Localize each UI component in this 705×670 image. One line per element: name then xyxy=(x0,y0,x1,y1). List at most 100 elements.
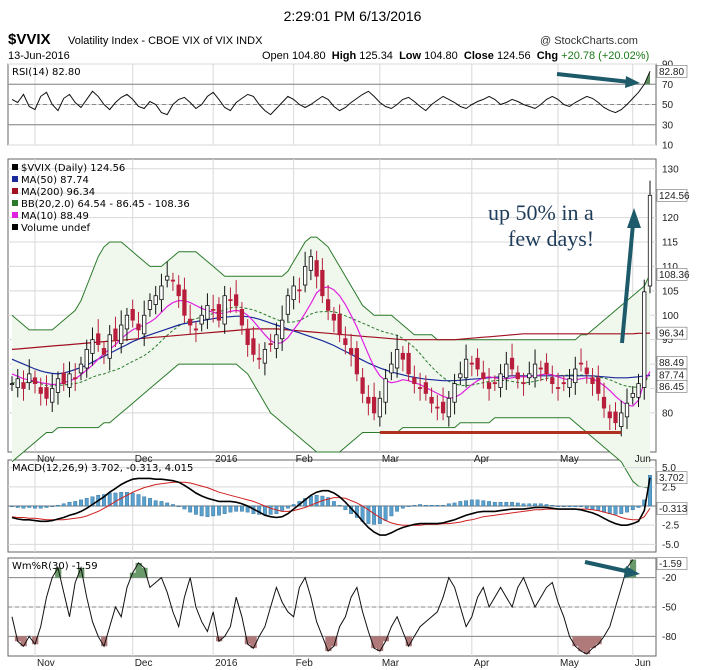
macd-histogram-bar xyxy=(222,505,227,514)
price-legend-swatch xyxy=(12,176,18,182)
candle-body xyxy=(538,367,543,370)
price-candle xyxy=(326,284,331,321)
ticker-symbol: $VVIX xyxy=(8,31,51,48)
price-candle xyxy=(73,363,78,391)
price-tag-box xyxy=(656,189,688,202)
macd-histogram-bar xyxy=(56,505,60,507)
macd-tick-label: -2.5 xyxy=(662,521,680,532)
candle-body xyxy=(61,372,66,385)
stockcharts-credit[interactable]: @ StockCharts.com xyxy=(540,35,638,47)
candle-body xyxy=(228,299,233,302)
candle-body xyxy=(291,285,296,301)
macd-histogram-bar xyxy=(412,505,417,507)
macd-histogram-bar xyxy=(165,502,170,507)
wmr-oversold-fill xyxy=(250,636,257,649)
price-candle xyxy=(55,371,61,405)
price-candle xyxy=(481,360,486,389)
candle-body xyxy=(475,357,480,370)
macd-histogram-bar xyxy=(268,505,273,515)
candle-body xyxy=(360,377,365,394)
macd-histogram-bar xyxy=(205,505,210,517)
price-candle xyxy=(124,307,130,342)
wmr-oversold-fill xyxy=(405,636,412,647)
price-candle xyxy=(492,375,497,391)
candle-body xyxy=(193,328,199,331)
price-candle xyxy=(239,302,245,335)
price-legend-item: MA(50) 87.74 xyxy=(21,175,89,186)
price-tag: 124.56 xyxy=(656,189,690,202)
wmr-oversold-fill xyxy=(20,636,27,647)
candle-body xyxy=(481,372,486,380)
price-candle xyxy=(130,299,135,328)
candle-body xyxy=(366,396,371,404)
price-candle xyxy=(544,353,549,382)
candle-body xyxy=(486,382,492,389)
price-legend-swatch xyxy=(12,164,18,170)
price-candle xyxy=(205,293,210,329)
price-legend-swatch xyxy=(12,200,18,206)
price-candle xyxy=(199,305,204,332)
candle-body xyxy=(509,357,515,370)
candle-body xyxy=(268,343,273,345)
price-candle xyxy=(257,343,262,369)
price-legend-item: Volume undef xyxy=(21,223,91,234)
macd-histogram-bar xyxy=(446,503,451,507)
macd-histogram-bar xyxy=(257,505,262,515)
price-candle xyxy=(389,351,394,381)
candle-body xyxy=(119,324,124,344)
macd-histogram-bar xyxy=(125,492,129,507)
macd-histogram-bar xyxy=(33,505,37,509)
candle-body xyxy=(619,412,624,428)
price-candle xyxy=(406,343,411,382)
candle-body xyxy=(251,338,256,355)
macd-histogram-bar xyxy=(423,505,428,507)
price-candle xyxy=(176,275,181,308)
macd-histogram-bar xyxy=(216,505,221,516)
macd-histogram-bar xyxy=(579,505,583,508)
wmr-arrow-shaft xyxy=(584,560,631,574)
price-candle xyxy=(337,304,342,343)
price-candle xyxy=(354,341,359,382)
rsi-tick-label: 10 xyxy=(662,141,674,152)
wmr-oversold-fill xyxy=(325,636,332,652)
price-candle xyxy=(331,306,336,333)
candle-body xyxy=(383,378,388,403)
price-candle xyxy=(153,285,158,315)
high-value: 125.34 xyxy=(359,50,393,62)
bb-upper-line xyxy=(11,236,651,341)
price-candle xyxy=(119,310,124,354)
candle-body xyxy=(303,266,308,286)
macd-signal-line xyxy=(11,481,651,526)
price-candle xyxy=(38,377,43,406)
macd-histogram-bar xyxy=(199,505,204,517)
price-candle xyxy=(291,276,296,310)
price-candle xyxy=(360,368,365,404)
price-candle xyxy=(188,304,193,335)
candle-body xyxy=(578,362,584,365)
macd-histogram-bar xyxy=(136,494,141,507)
wmr-x-label: Jun xyxy=(635,658,651,669)
candle-body xyxy=(245,328,250,345)
bollinger-band-fill xyxy=(12,237,650,489)
price-candle xyxy=(32,370,38,394)
candle-body xyxy=(234,294,239,306)
price-tag: 86.45 xyxy=(656,380,688,393)
price-tag: 88.49 xyxy=(656,356,688,369)
candle-body xyxy=(371,396,377,414)
candle-body xyxy=(435,406,440,409)
price-tag-text: 86.45 xyxy=(659,382,684,393)
price-candle xyxy=(165,261,170,288)
candle-body xyxy=(354,348,359,375)
macd-signal-tag: -0.313 xyxy=(656,502,688,515)
price-candle xyxy=(147,293,153,317)
macd-histogram-bar xyxy=(400,505,405,509)
wmr-oversold-fill xyxy=(595,636,602,645)
price-candle xyxy=(366,385,371,416)
price-candle xyxy=(394,334,400,378)
macd-histogram-bar xyxy=(130,492,135,507)
candle-body xyxy=(21,382,26,389)
wmr-oversold-fill xyxy=(101,636,108,647)
candle-body xyxy=(423,382,428,394)
price-candle xyxy=(561,375,566,391)
price-tick-label: 105 xyxy=(662,286,679,297)
